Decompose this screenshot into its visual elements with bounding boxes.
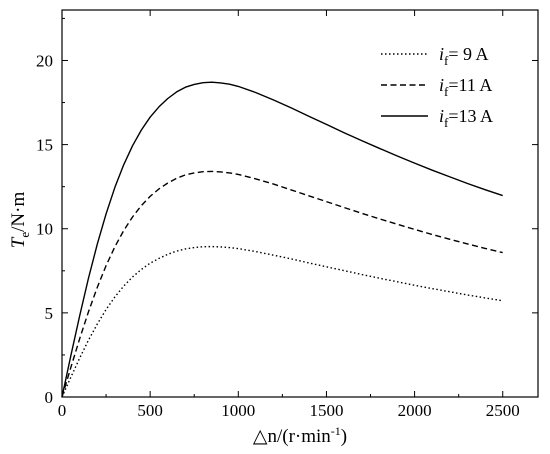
x-tick-label: 2000 (398, 401, 432, 420)
series-layer (61, 81, 503, 398)
series-line-9-a (61, 245, 503, 398)
x-tick-label: 500 (137, 401, 163, 420)
y-tick-label: 15 (36, 136, 53, 155)
x-axis-ticks: 0 500 1000 1500 2000 2500 (58, 10, 520, 420)
y-tick-label: 0 (45, 388, 54, 407)
x-tick-label: 1000 (221, 401, 255, 420)
legend: if= 9 A if=11 A if=13 A (381, 44, 493, 130)
series-line-11-a (61, 170, 503, 398)
legend-label: if= 9 A (439, 44, 489, 68)
y-axis-label: Te/N·m (8, 192, 32, 249)
plot-area-border (61, 9, 539, 398)
x-tick-label: 1500 (309, 401, 343, 420)
legend-label: if=11 A (439, 75, 492, 99)
y-tick-label: 20 (36, 51, 53, 70)
series-line-13-a (61, 81, 503, 398)
y-axis-ticks: 0 5 10 15 20 (36, 17, 538, 407)
y-tick-label: 5 (45, 304, 54, 323)
x-axis-label: △n/(r·min-1) (253, 424, 347, 447)
plot-frame (61, 9, 539, 398)
x-tick-label: 2500 (486, 401, 520, 420)
y-tick-label: 10 (36, 220, 53, 239)
x-tick-label: 0 (58, 401, 67, 420)
legend-label: if=13 A (439, 106, 493, 130)
